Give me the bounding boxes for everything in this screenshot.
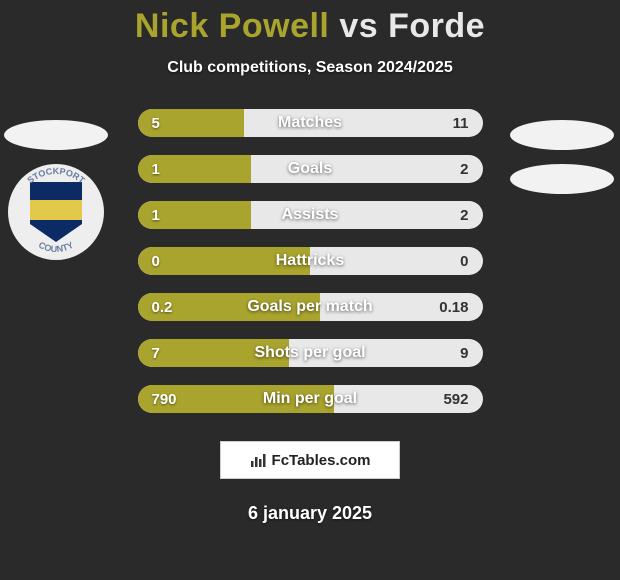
source-badge: FcTables.com: [220, 441, 400, 479]
stat-row: 0.2Goals per match0.18: [138, 293, 483, 321]
crest-shield: [30, 182, 82, 242]
stat-right-value: 2: [460, 207, 468, 224]
comparison-title: Nick Powell vs Forde: [0, 0, 620, 45]
stat-label: Matches: [138, 114, 483, 132]
stat-row: 1Assists2: [138, 201, 483, 229]
chart-icon: [250, 452, 266, 468]
subtitle: Club competitions, Season 2024/2025: [0, 59, 620, 77]
right-player-column: [506, 120, 618, 194]
left-club-crest: STOCKPORT COUNTY: [8, 164, 104, 260]
title-right-name: Forde: [388, 7, 485, 45]
stat-label: Shots per goal: [138, 344, 483, 362]
stat-right-value: 592: [443, 391, 468, 408]
title-vs: vs: [339, 7, 378, 45]
left-player-photo-placeholder: [4, 120, 108, 150]
crest-band: [30, 200, 82, 220]
stat-row: 1Goals2: [138, 155, 483, 183]
source-text: FcTables.com: [272, 452, 371, 469]
stat-label: Goals: [138, 160, 483, 178]
stat-row: 790Min per goal592: [138, 385, 483, 413]
title-left-name: Nick Powell: [135, 7, 329, 45]
stat-right-value: 11: [453, 115, 469, 132]
stat-right-value: 9: [460, 345, 468, 362]
stat-right-value: 2: [460, 161, 468, 178]
stat-row: 7Shots per goal9: [138, 339, 483, 367]
right-player-photo-placeholder: [510, 120, 614, 150]
date-text: 6 january 2025: [0, 503, 620, 524]
stat-label: Min per goal: [138, 390, 483, 408]
stat-row: 5Matches11: [138, 109, 483, 137]
stat-label: Hattricks: [138, 252, 483, 270]
stat-right-value: 0: [460, 253, 468, 270]
left-player-column: STOCKPORT COUNTY: [0, 120, 112, 260]
stats-column: 5Matches11 1Goals2 1Assists2 0Hattricks0 0.2…: [138, 109, 483, 413]
stat-label: Assists: [138, 206, 483, 224]
right-club-crest-placeholder: [510, 164, 614, 194]
stat-row: 0Hattricks0: [138, 247, 483, 275]
stat-right-value: 0.18: [439, 299, 468, 316]
stat-label: Goals per match: [138, 298, 483, 316]
